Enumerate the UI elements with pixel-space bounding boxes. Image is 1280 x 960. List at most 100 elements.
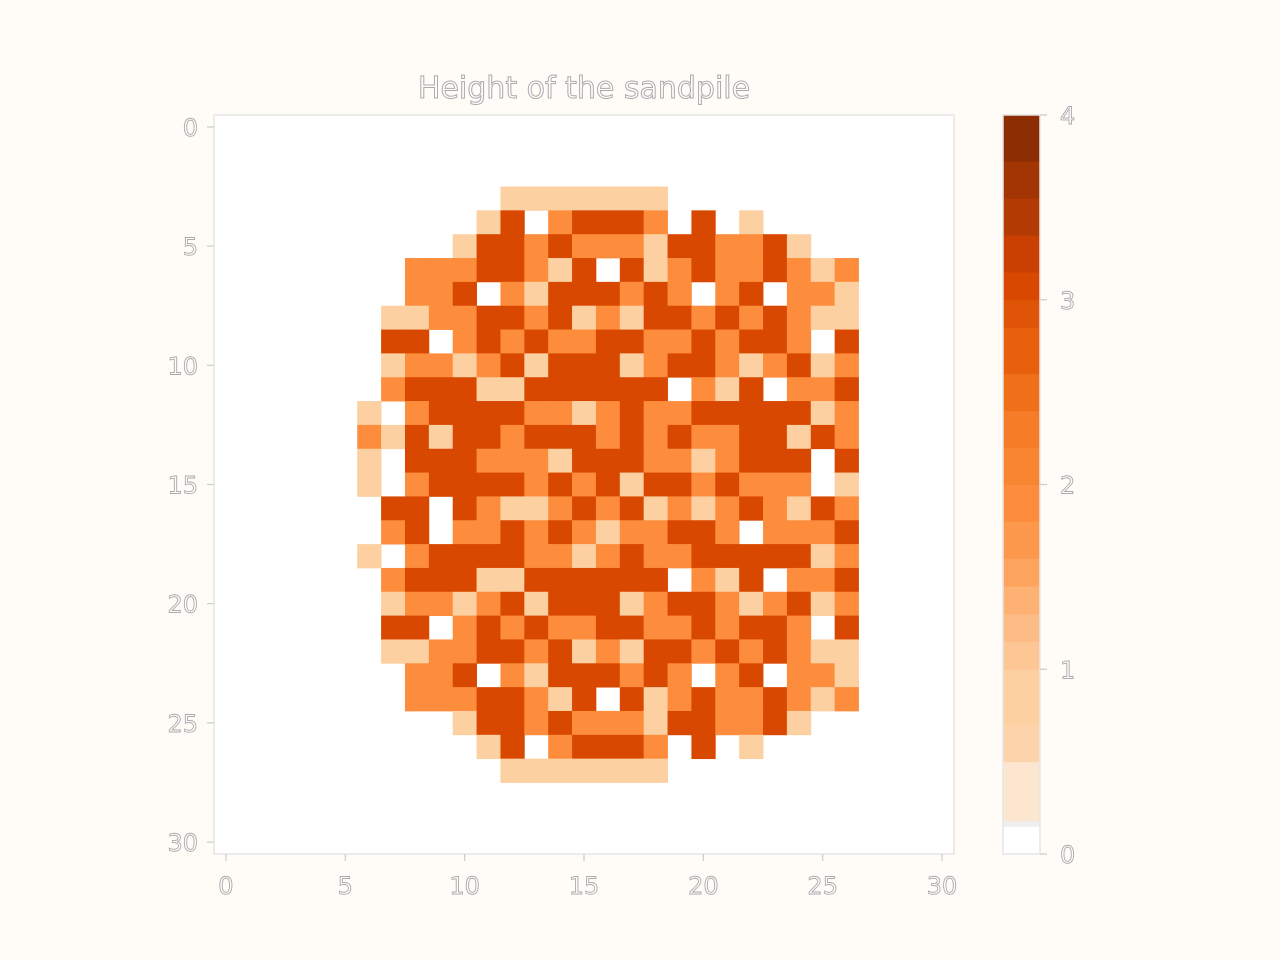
heatmap-cell bbox=[595, 424, 621, 450]
heatmap-cell bbox=[404, 424, 430, 450]
heatmap-cell bbox=[452, 281, 477, 307]
heatmap-cell bbox=[834, 615, 859, 640]
heatmap-cell bbox=[739, 353, 764, 378]
heatmap-cell bbox=[643, 210, 668, 235]
heatmap-cell bbox=[381, 305, 406, 330]
heatmap-cell bbox=[715, 448, 740, 473]
heatmap-cells bbox=[214, 115, 954, 854]
heatmap-cell bbox=[643, 329, 668, 354]
heatmap-cell bbox=[500, 210, 525, 235]
heatmap-cell bbox=[595, 186, 621, 211]
heatmap-cell bbox=[619, 186, 645, 211]
colorbar-band bbox=[1003, 761, 1040, 822]
heatmap-cell bbox=[452, 258, 477, 283]
heatmap-cell bbox=[834, 567, 859, 593]
heatmap-cell bbox=[524, 258, 549, 283]
heatmap-cell bbox=[763, 520, 788, 545]
heatmap-cell bbox=[691, 472, 716, 497]
heatmap-cell bbox=[619, 734, 645, 760]
heatmap-cell bbox=[786, 544, 812, 569]
heatmap-cell bbox=[500, 687, 525, 712]
heatmap-cell bbox=[643, 472, 668, 497]
heatmap-cell bbox=[667, 305, 692, 330]
heatmap-cell bbox=[476, 210, 501, 235]
heatmap-cell bbox=[428, 305, 454, 330]
heatmap-cell bbox=[786, 258, 812, 283]
heatmap-cell bbox=[524, 520, 549, 545]
colorbar-band bbox=[1003, 613, 1040, 643]
colorbar-tick-label: 1 bbox=[1060, 656, 1075, 684]
heatmap-cell bbox=[739, 663, 764, 688]
heatmap-cell bbox=[715, 329, 740, 354]
heatmap-cell bbox=[404, 591, 430, 617]
heatmap-cell bbox=[500, 472, 525, 497]
colorbar-band bbox=[1003, 235, 1040, 273]
heatmap-cell bbox=[476, 639, 501, 664]
heatmap-cell bbox=[428, 567, 454, 593]
x-tick-label: 15 bbox=[569, 872, 600, 900]
heatmap-cell bbox=[428, 281, 454, 307]
heatmap-cell bbox=[691, 210, 716, 235]
heatmap-cell bbox=[572, 687, 597, 712]
heatmap-cell bbox=[500, 591, 525, 617]
heatmap-cell bbox=[595, 234, 621, 259]
heatmap-cell bbox=[763, 496, 788, 521]
heatmap-cell bbox=[667, 496, 692, 521]
heatmap-cell bbox=[572, 329, 597, 354]
heatmap-cell bbox=[643, 567, 668, 593]
y-tick-label: 10 bbox=[167, 352, 198, 380]
heatmap-cell bbox=[428, 424, 454, 450]
heatmap-cell bbox=[428, 448, 454, 473]
heatmap-cell bbox=[595, 567, 621, 593]
heatmap-cell bbox=[595, 281, 621, 307]
heatmap-cell bbox=[572, 639, 597, 664]
heatmap-cell bbox=[500, 544, 525, 569]
heatmap-cell bbox=[786, 615, 812, 640]
heatmap-cell bbox=[357, 401, 382, 426]
heatmap-cell bbox=[572, 377, 597, 402]
heatmap-cell bbox=[572, 591, 597, 617]
heatmap-cell bbox=[715, 234, 740, 259]
heatmap-cell bbox=[572, 305, 597, 330]
heatmap-cell bbox=[572, 734, 597, 760]
x-tick-label: 30 bbox=[927, 872, 958, 900]
heatmap-cell bbox=[381, 520, 406, 545]
colorbar-band bbox=[1003, 327, 1040, 375]
heatmap-cell bbox=[452, 401, 477, 426]
heatmap-cell bbox=[810, 520, 836, 545]
y-tick-label: 0 bbox=[183, 114, 198, 142]
heatmap-cell bbox=[452, 591, 477, 617]
heatmap-cell bbox=[500, 377, 525, 402]
heatmap-cell bbox=[428, 353, 454, 378]
heatmap-cell bbox=[476, 615, 501, 640]
heatmap-cell bbox=[619, 710, 645, 736]
heatmap-cell bbox=[595, 639, 621, 664]
heatmap-cell bbox=[548, 281, 573, 307]
heatmap-cell bbox=[524, 448, 549, 473]
heatmap-cell bbox=[500, 448, 525, 473]
heatmap-cell bbox=[810, 639, 836, 664]
heatmap-cell bbox=[810, 281, 836, 307]
heatmap-cell bbox=[500, 258, 525, 283]
heatmap-cell bbox=[595, 377, 621, 402]
heatmap-cell bbox=[404, 687, 430, 712]
heatmap-cell bbox=[428, 258, 454, 283]
heatmap-cell bbox=[524, 377, 549, 402]
heatmap-cell bbox=[452, 472, 477, 497]
heatmap-cell bbox=[691, 377, 716, 402]
heatmap-cell bbox=[595, 401, 621, 426]
heatmap-cell bbox=[548, 424, 573, 450]
heatmap-cell bbox=[643, 186, 668, 211]
heatmap-cell bbox=[739, 591, 764, 617]
heatmap-cell bbox=[500, 424, 525, 450]
heatmap-cell bbox=[452, 615, 477, 640]
heatmap-cell bbox=[548, 663, 573, 688]
heatmap-cell bbox=[524, 710, 549, 736]
colorbar-band bbox=[1003, 826, 1040, 855]
heatmap-cell bbox=[500, 329, 525, 354]
heatmap-cell bbox=[810, 496, 836, 521]
heatmap-cell bbox=[786, 424, 812, 450]
heatmap-cell bbox=[500, 496, 525, 521]
heatmap-cell bbox=[595, 329, 621, 354]
heatmap-cell bbox=[834, 305, 859, 330]
